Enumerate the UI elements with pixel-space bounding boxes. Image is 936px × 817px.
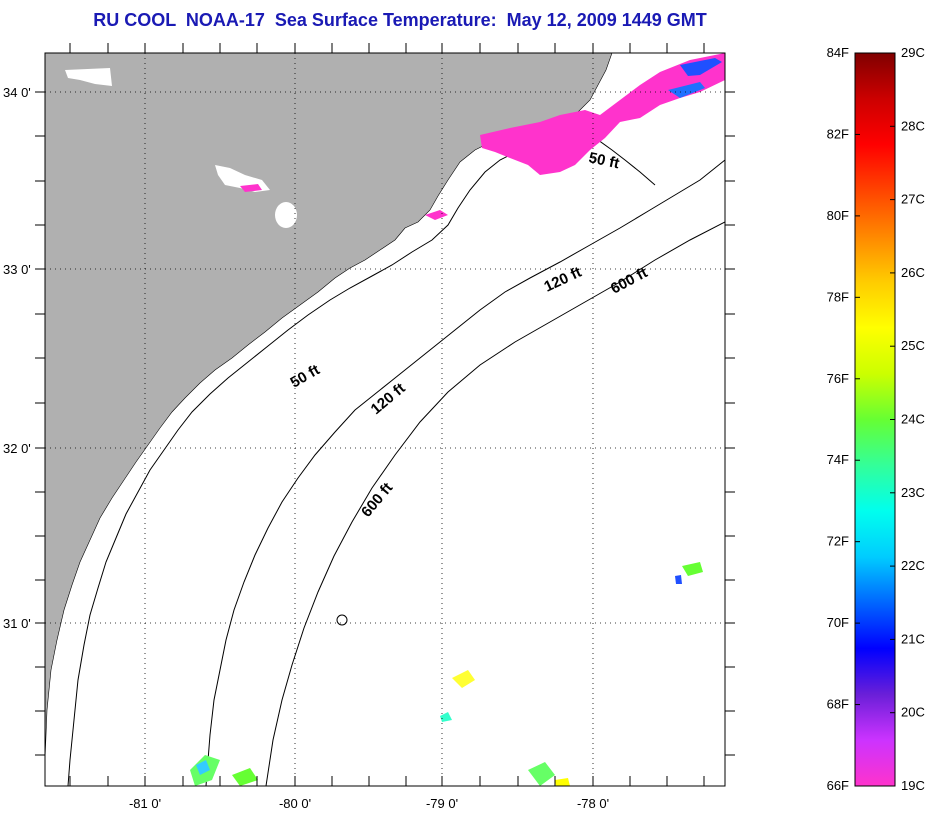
map-title: RU COOL NOAA-17 Sea Surface Temperature:…: [93, 10, 707, 30]
lake-patch: [65, 68, 112, 86]
lat-label: 31 0': [3, 616, 31, 631]
colorbar-c-label: 20C: [901, 705, 925, 720]
contour-label-50ft: 50 ft: [587, 149, 621, 172]
sst-patch-magenta: [480, 53, 725, 175]
colorbar-c-label: 21C: [901, 631, 925, 646]
sst-patch-blue: [668, 82, 705, 98]
colorbar-c-label: 24C: [901, 412, 925, 427]
lat-label: 34 0': [3, 85, 31, 100]
sst-patch-cyan: [440, 712, 452, 722]
sst-patch-blue: [675, 575, 682, 584]
sst-patch-yellow: [452, 670, 475, 688]
sst-patch-yellow: [555, 778, 570, 786]
colorbar-f-label: 76F: [827, 371, 849, 386]
colorbar-f-label: 66F: [827, 778, 849, 793]
lon-label: -78 0': [577, 796, 609, 811]
colorbar-f-label: 74F: [827, 452, 849, 467]
colorbar-c-label: 26C: [901, 265, 925, 280]
sst-patch-blue: [680, 58, 722, 76]
sst-patch-cyan: [196, 760, 210, 775]
contour-120ft: [205, 159, 725, 786]
map-frame: [44, 52, 726, 787]
sst-patch-green: [232, 768, 258, 786]
colorbar-ticks: 84F 82F 80F 78F 76F 74F 72F 70F 68F 66F 29C 28C 27C 2…: [827, 45, 925, 793]
colorbar-f-label: 80F: [827, 208, 849, 223]
colorbar-f-label: 82F: [827, 126, 849, 141]
sst-patch-green: [528, 762, 555, 786]
sst-patch-magenta: [240, 184, 262, 192]
map-ticks: [35, 43, 735, 786]
colorbar-c-label: 29C: [901, 45, 925, 60]
colorbar-c-label: 27C: [901, 192, 925, 207]
lon-label: -81 0': [129, 796, 161, 811]
sst-patch-green: [682, 562, 703, 576]
colorbar-c-label: 23C: [901, 485, 925, 500]
lake-patch: [275, 202, 297, 228]
colorbar-f-label: 78F: [827, 289, 849, 304]
lon-label: -80 0': [279, 796, 311, 811]
colorbar-f-label: 72F: [827, 534, 849, 549]
grid-lines: [45, 53, 725, 786]
contour-600ft-ring: [336, 614, 348, 626]
colorbar-f-label: 68F: [827, 697, 849, 712]
colorbar-c-label: 28C: [901, 118, 925, 133]
contour-600ft: [265, 221, 725, 786]
colorbar-f-label: 84F: [827, 45, 849, 60]
colorbar-c-label: 25C: [901, 338, 925, 353]
lon-label: -79 0': [426, 796, 458, 811]
lat-label: 32 0': [3, 441, 31, 456]
sst-patch-magenta: [425, 210, 448, 220]
colorbar-gradient: [854, 52, 896, 787]
lat-label: 33 0': [3, 262, 31, 277]
colorbar-c-label: 19C: [901, 778, 925, 793]
colorbar-f-label: 70F: [827, 615, 849, 630]
colorbar-c-label: 22C: [901, 558, 925, 573]
